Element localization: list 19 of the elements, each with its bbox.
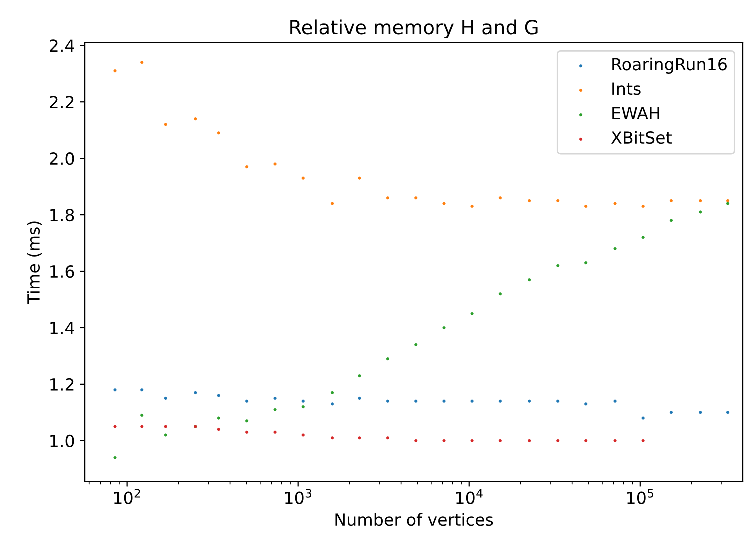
y-tick-label: 2.0 <box>50 152 74 166</box>
y-axis-title: Time (ms) <box>27 222 42 304</box>
x-tick-label: 10$^{4}$ <box>456 489 483 504</box>
x-tick-label: 10$^{5}$ <box>628 489 654 504</box>
x-tick-label: 10$^{2}$ <box>114 489 140 504</box>
y-tick-label: 1.6 <box>50 265 74 278</box>
legend-label: RoaringRun16 <box>612 58 727 74</box>
legend-label: Ints <box>612 82 641 96</box>
legend-label: EWAH <box>612 107 660 120</box>
y-tick-label: 2.4 <box>50 40 74 52</box>
x-axis-title: Number of vertices <box>336 513 494 526</box>
legend-label: XBitSet <box>611 131 672 144</box>
y-tick-label: 1.0 <box>50 434 74 448</box>
chart-title: Relative memory H and G <box>290 20 538 39</box>
y-tick-label: 1.8 <box>50 209 74 222</box>
y-tick-label: 1.2 <box>50 378 74 391</box>
y-tick-label: 1.4 <box>50 322 74 334</box>
y-tick-label: 2.2 <box>50 96 74 108</box>
x-tick-label: 10$^{3}$ <box>286 489 312 504</box>
